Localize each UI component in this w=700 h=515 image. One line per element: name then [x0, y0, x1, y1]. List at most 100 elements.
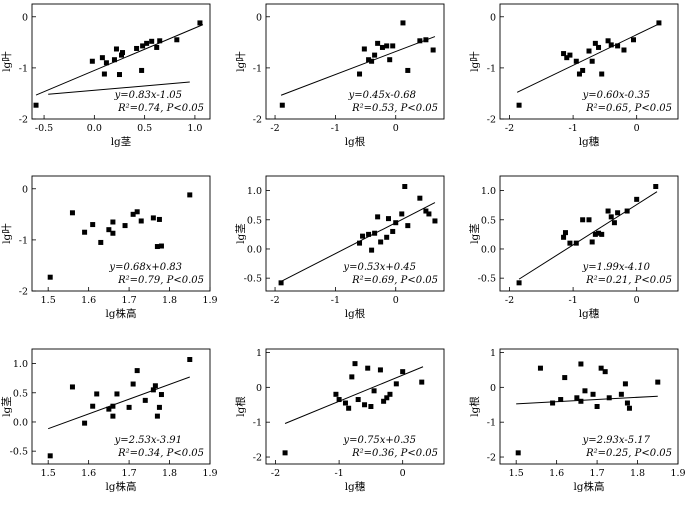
data-point	[116, 72, 122, 78]
data-point	[197, 20, 203, 26]
x-tick-label: 1.0	[187, 123, 202, 134]
y-tick-label: -2	[253, 453, 262, 464]
data-point	[342, 400, 348, 406]
data-point	[618, 391, 624, 397]
data-point	[594, 404, 600, 409]
data-point	[605, 38, 611, 44]
data-point	[516, 280, 522, 286]
data-point	[371, 388, 377, 394]
y-tick-label: 1.0	[481, 186, 496, 197]
data-point	[393, 220, 399, 226]
data-point	[126, 404, 132, 410]
data-point	[150, 215, 156, 221]
data-point	[580, 67, 586, 73]
data-point	[515, 450, 521, 456]
data-point	[362, 402, 368, 408]
data-point	[113, 46, 119, 52]
data-point	[621, 47, 627, 53]
scatter-panel: -0.5 0.0 0.5 1.0 0 -1 -2 lg茎 lg叶 y=0.83x-1.05 R²=0…	[1, 3, 211, 148]
data-point	[653, 184, 659, 190]
data-point	[576, 71, 582, 77]
y-tick-label: 1	[256, 348, 262, 359]
y-axis-label: lg叶	[1, 223, 13, 244]
data-point	[599, 71, 605, 77]
regression-stats: R²=0.69, P<0.05	[351, 275, 438, 286]
y-tick-label: 0	[490, 12, 496, 23]
data-point	[130, 381, 136, 387]
x-axis-label: lg株高	[105, 480, 136, 493]
regression-equation: y=0.75x+0.35	[342, 435, 416, 446]
data-point	[47, 274, 53, 280]
x-tick-label: 1.7	[122, 468, 137, 479]
data-point	[368, 404, 374, 409]
data-point	[390, 228, 396, 234]
y-tick-label: 0	[256, 383, 262, 394]
regression-stats: R²=0.34, P<0.05	[117, 448, 204, 459]
data-point	[590, 391, 596, 397]
x-tick-label: 1.5	[509, 468, 524, 479]
data-point	[574, 395, 580, 401]
data-point	[622, 381, 628, 387]
data-point	[336, 397, 342, 403]
regression-line	[280, 36, 436, 96]
data-point	[596, 230, 602, 236]
data-point	[592, 231, 598, 237]
y-axis-label: lg叶	[235, 51, 247, 72]
data-point	[400, 369, 406, 375]
regression-equation: y=0.53x+0.45	[342, 262, 416, 273]
y-tick-label: -1	[253, 418, 262, 429]
regression-line	[35, 24, 204, 96]
data-point	[378, 239, 384, 245]
regression-equation: y=1.99x-4.10	[582, 262, 651, 273]
regression-line	[516, 23, 660, 93]
x-tick-label: 0.5	[137, 123, 152, 134]
data-point	[655, 379, 661, 385]
regression-stats: R²=0.65, P<0.05	[585, 103, 672, 114]
data-point	[103, 60, 109, 66]
regression-stats: R²=0.25, P<0.05	[585, 448, 672, 459]
data-point	[377, 367, 383, 373]
data-point	[134, 368, 140, 374]
y-tick-label: -0.5	[10, 447, 28, 458]
x-axis-label: lg株高	[573, 480, 604, 493]
y-axis-label: lg茎	[469, 223, 481, 244]
y-tick-label: 0.5	[13, 388, 28, 399]
data-point	[99, 55, 105, 61]
y-axis-label: lg根	[234, 396, 247, 417]
x-axis-label: lg穗	[579, 307, 600, 320]
y-tick-label: -2	[487, 115, 496, 126]
data-point	[187, 192, 193, 198]
x-tick-label: 1.7	[122, 295, 137, 306]
data-point	[423, 208, 429, 214]
regression-stats: R²=0.36, P<0.05	[351, 448, 438, 459]
regression-stats: R²=0.74, P<0.05	[117, 103, 204, 114]
data-point	[405, 223, 411, 229]
data-point	[599, 231, 605, 237]
scatter-panel: -2 -1 0 1 0 -1 -2 lg穗 lg根 y=0.75x+0.35 R²=0.36, P<…	[234, 348, 445, 493]
plot-frame	[265, 175, 445, 292]
y-tick-label: -1	[487, 418, 496, 429]
data-point	[369, 247, 375, 253]
y-tick-label: -2	[19, 115, 28, 126]
data-point	[432, 218, 438, 224]
x-tick-label: 1.9	[670, 468, 685, 479]
data-point	[384, 395, 390, 401]
regression-line	[516, 395, 658, 405]
data-point	[562, 230, 568, 236]
data-point	[387, 391, 393, 397]
x-tick-label: 1.8	[162, 295, 177, 306]
data-point	[598, 365, 604, 371]
y-tick-label: 0.5	[481, 215, 496, 226]
x-tick-label: -1	[331, 123, 340, 134]
data-point	[417, 195, 423, 201]
plot-frame	[31, 175, 211, 292]
data-point	[333, 391, 339, 397]
regression-equation: y=2.53x-3.91	[114, 435, 182, 446]
x-tick-label: 1.9	[202, 468, 217, 479]
regression-equation: y=0.83x-1.05	[114, 90, 182, 101]
data-point	[384, 43, 390, 49]
x-tick-label: 1.7	[590, 468, 605, 479]
y-tick-label: 0.0	[247, 244, 262, 255]
x-tick-label: -2	[270, 123, 279, 134]
data-point	[426, 211, 432, 217]
